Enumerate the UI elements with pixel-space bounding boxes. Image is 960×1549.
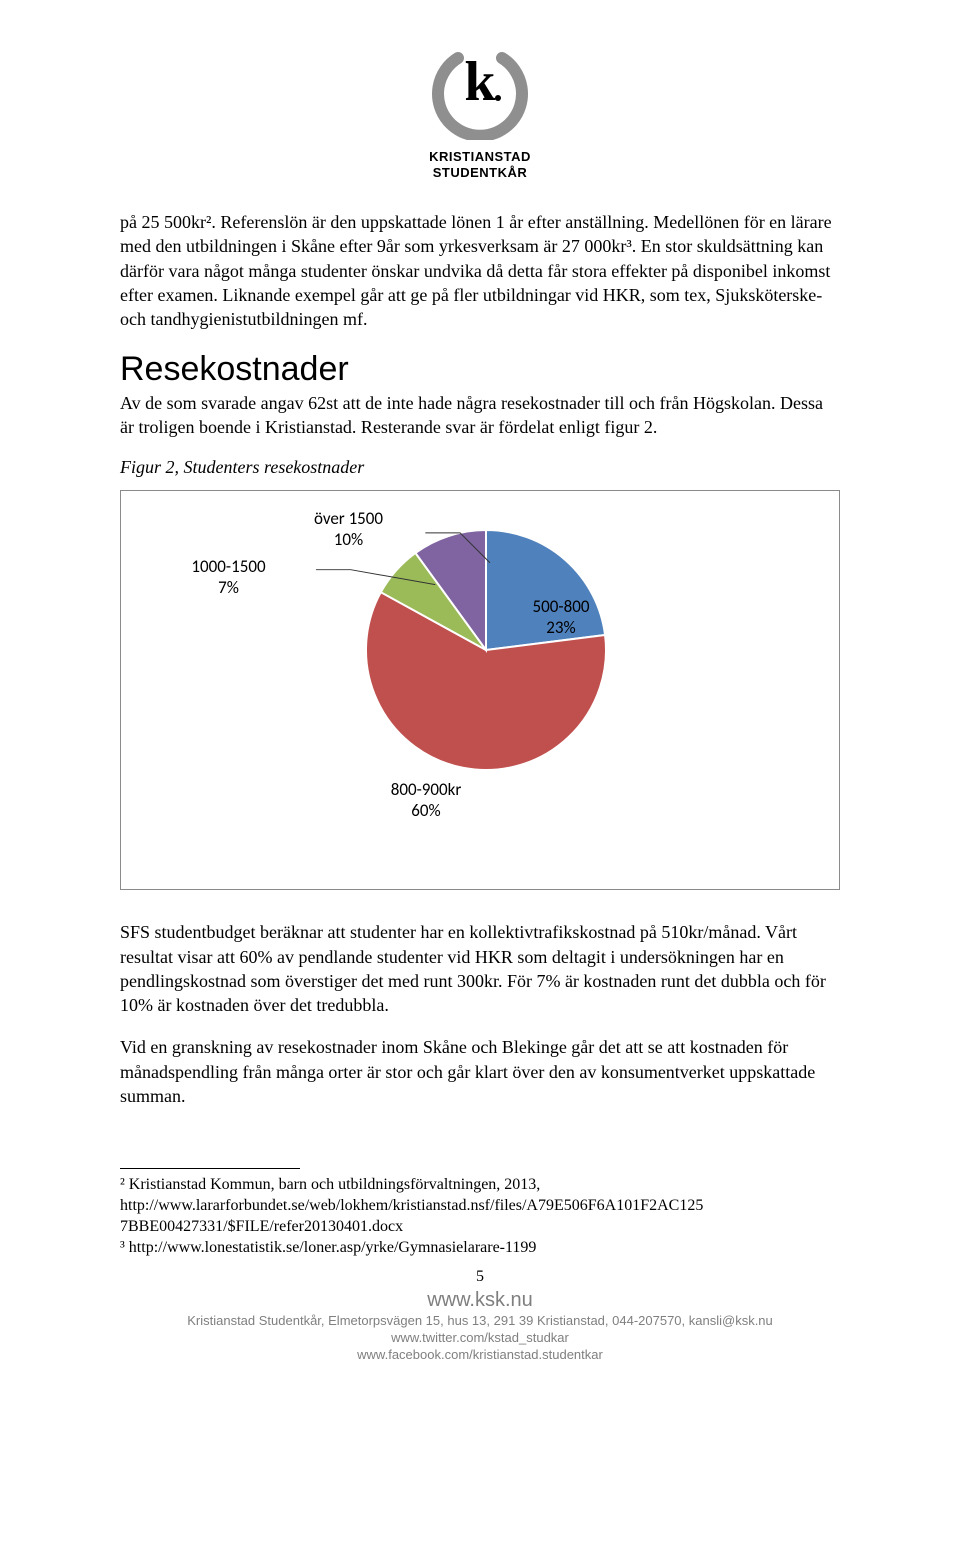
paragraph-3: SFS studentbudget beräknar att studenter… [120, 920, 840, 1017]
footnote-3: ³ http://www.lonestatistik.se/loner.asp/… [120, 1238, 840, 1259]
logo-block: k KRISTIANSTAD STUDENTKÅR [120, 40, 840, 180]
page-number: 5 [120, 1267, 840, 1288]
footnotes: ² Kristianstad Kommun, barn och utbildni… [120, 1168, 840, 1258]
callout-1000-1500: 1000-1500 7% [181, 557, 276, 598]
slice-label-800-900: 800-900kr [391, 779, 462, 800]
figure-caption: Figur 2, Studenters resekostnader [120, 457, 840, 478]
logo-line2: STUDENTKÅR [433, 165, 528, 180]
paragraph-4: Vid en granskning av resekostnader inom … [120, 1035, 840, 1108]
page-footer: 5 www.ksk.nu Kristianstad Studentkår, El… [120, 1267, 840, 1364]
slice-value-500-800: 23% [546, 617, 575, 638]
paragraph-2: Av de som svarade angav 62st att de inte… [120, 391, 840, 440]
footer-line1: Kristianstad Studentkår, Elmetorpsvägen … [120, 1313, 840, 1330]
footnote-2-line2: http://www.lararforbundet.se/web/lokhem/… [120, 1196, 840, 1217]
footer-line2: www.twitter.com/kstad_studkar [120, 1330, 840, 1347]
slice-label-over-1500: över 1500 [301, 509, 396, 529]
logo-line1: KRISTIANSTAD [429, 149, 531, 164]
svg-text:k: k [464, 51, 496, 113]
footer-site: www.ksk.nu [120, 1287, 840, 1313]
paragraph-1: på 25 500kr². Referenslön är den uppskat… [120, 210, 840, 331]
footer-line3: www.facebook.com/kristianstad.studentkar [120, 1347, 840, 1364]
label-800-900: 800-900kr 60% [376, 780, 476, 821]
footnote-rule [120, 1168, 300, 1169]
logo-arc-icon: k [420, 40, 540, 140]
callout-over-1500: över 1500 10% [301, 509, 396, 550]
footnote-2-line3: 7BBE00427331/$FILE/refer20130401.docx [120, 1217, 840, 1238]
document-page: k KRISTIANSTAD STUDENTKÅR på 25 500kr². … [0, 0, 960, 1384]
footnote-2-line1: ² Kristianstad Kommun, barn och utbildni… [120, 1175, 840, 1196]
section-heading: Resekostnader [120, 350, 840, 389]
label-500-800: 500-800 23% [521, 597, 601, 638]
slice-label-1000-1500: 1000-1500 [181, 557, 276, 577]
pie-chart: 1000-1500 7% över 1500 10% 500-800 23% 8… [161, 515, 799, 865]
slice-value-over-1500: 10% [301, 530, 396, 550]
slice-label-500-800: 500-800 [533, 596, 590, 617]
slice-value-800-900: 60% [411, 800, 440, 821]
logo-text: KRISTIANSTAD STUDENTKÅR [120, 149, 840, 180]
pie-chart-box: 1000-1500 7% över 1500 10% 500-800 23% 8… [120, 490, 840, 890]
slice-value-1000-1500: 7% [181, 578, 276, 598]
